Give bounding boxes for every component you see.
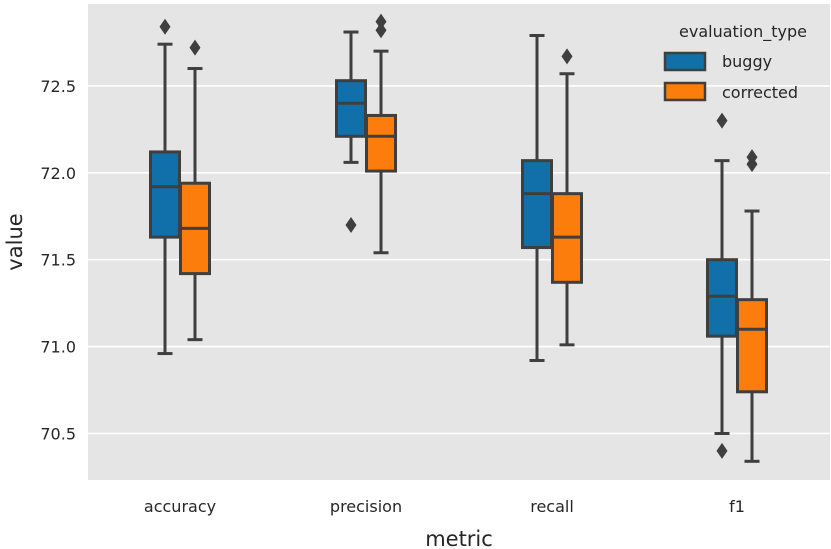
box-corrected-f1 — [736, 149, 768, 463]
box-body — [521, 159, 553, 250]
outlier-marker — [716, 112, 728, 129]
plot-background — [88, 4, 830, 480]
x-tick-label-f1: f1 — [729, 497, 745, 516]
legend-title: evaluation_type — [679, 22, 807, 42]
outlier-marker — [746, 149, 758, 166]
box-corrected-recall — [551, 48, 583, 347]
box-corrected-precision — [365, 13, 397, 255]
y-tick-label: 72.0 — [40, 164, 76, 183]
outlier-marker — [159, 18, 171, 35]
box-buggy-f1 — [706, 112, 738, 459]
boxes — [149, 13, 768, 463]
x-tick-label-precision: precision — [330, 497, 402, 516]
y-tick-label: 72.5 — [40, 77, 76, 96]
box-buggy-recall — [521, 33, 553, 363]
legend-label-buggy: buggy — [722, 52, 772, 71]
outlier-marker — [375, 13, 387, 30]
legend-swatch-buggy — [663, 51, 707, 72]
box-buggy-accuracy — [149, 18, 181, 356]
box-body — [736, 298, 768, 394]
box-buggy-precision — [335, 30, 367, 233]
y-tick-label: 71.5 — [40, 251, 76, 270]
y-tick-label: 71.0 — [40, 338, 76, 357]
box-body — [335, 79, 367, 138]
legend: evaluation_type buggy corrected — [663, 22, 807, 102]
y-tick-label: 70.5 — [40, 425, 76, 444]
x-axis-ticks: accuracy precision recall f1 — [144, 497, 745, 516]
outlier-marker — [561, 48, 573, 65]
outlier-marker — [189, 39, 201, 56]
y-axis-title: value — [3, 213, 27, 270]
legend-swatch-corrected — [663, 81, 707, 102]
legend-label-corrected: corrected — [722, 83, 798, 102]
x-tick-label-recall: recall — [530, 497, 574, 516]
box-body — [706, 258, 738, 338]
outlier-marker — [375, 22, 387, 39]
outlier-marker — [345, 216, 357, 233]
box-body — [365, 113, 397, 173]
x-axis-title: metric — [425, 527, 493, 549]
box-corrected-accuracy — [179, 39, 211, 342]
y-axis-ticks: 70.5 71.0 71.5 72.0 72.5 — [40, 77, 76, 444]
outlier-marker — [716, 442, 728, 459]
x-tick-label-accuracy: accuracy — [144, 497, 216, 516]
box-body — [149, 150, 181, 239]
